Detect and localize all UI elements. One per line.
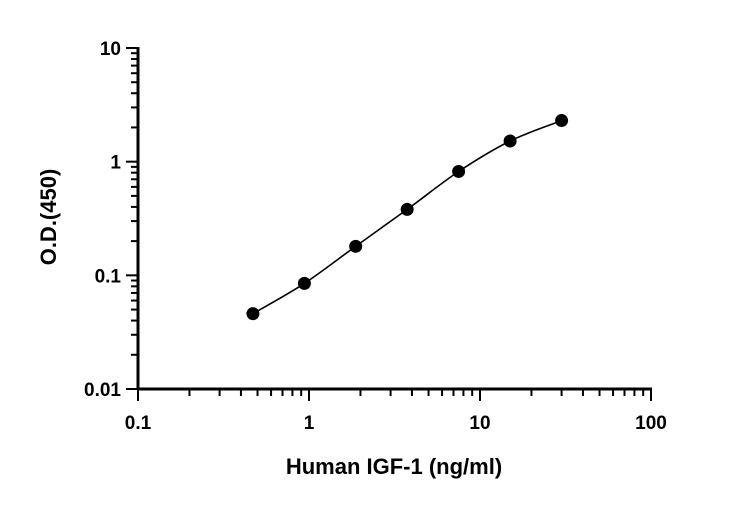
y-axis-title: O.D.(450) xyxy=(36,169,61,266)
data-point xyxy=(400,202,414,216)
x-tick-label: 100 xyxy=(635,413,667,434)
y-tick-label: 0.1 xyxy=(95,266,122,287)
x-tick-label: 10 xyxy=(469,413,490,434)
y-tick-label: 0.01 xyxy=(84,380,121,401)
data-point xyxy=(555,114,569,128)
x-axis-title: Human IGF-1 (ng/ml) xyxy=(286,454,502,479)
ticks xyxy=(126,47,652,401)
data-point xyxy=(349,239,363,253)
axes xyxy=(136,47,652,391)
data-point xyxy=(452,164,466,178)
x-tick-label: 0.1 xyxy=(125,413,152,434)
x-tick-label: 1 xyxy=(304,413,315,434)
data-point xyxy=(246,307,260,321)
y-tick-label: 10 xyxy=(100,39,121,60)
y-tick-label: 1 xyxy=(110,153,121,174)
data-points xyxy=(246,114,569,321)
data-point xyxy=(503,134,517,148)
data-point xyxy=(297,276,311,290)
